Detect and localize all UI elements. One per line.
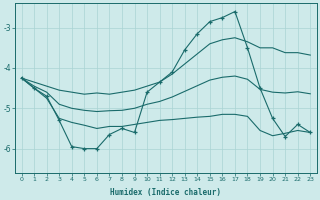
X-axis label: Humidex (Indice chaleur): Humidex (Indice chaleur) — [110, 188, 221, 197]
